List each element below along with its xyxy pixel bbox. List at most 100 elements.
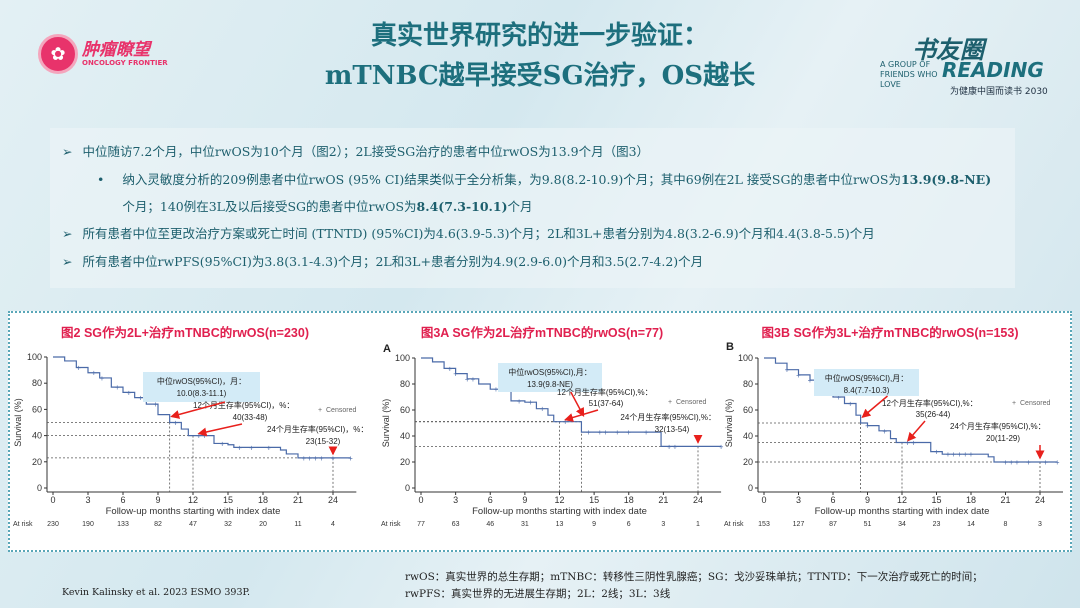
at-risk-value: 11 (294, 521, 301, 528)
title-line-2: mTNBC越早接受SG治疗，OS越长 (324, 61, 756, 91)
bullet-item: ➢ 所有患者中位rwPFS(95%CI)为3.8(3.1-4.3)个月；2L和3L… (62, 248, 1003, 276)
month24-value: 32(13-54) (655, 425, 690, 434)
censored-mark: + (1055, 458, 1060, 467)
x-axis-label: Follow-up months starting with index dat… (472, 506, 647, 517)
chart-title: 图3A SG作为2L治疗mTNBC的rwOS(n=77) (421, 325, 663, 340)
censored-mark: + (220, 439, 225, 448)
at-risk-label: At risk (13, 521, 33, 528)
censored-mark: + (882, 427, 887, 436)
bullet-text: 中位随访7.2个月，中位rwOS为10个月（图2）；2L接受SG治疗的患者中位r… (82, 144, 650, 159)
legend-censored-marker: + (318, 407, 322, 414)
at-risk-value: 3 (661, 521, 665, 528)
x-tick-label: 6 (120, 495, 125, 505)
at-risk-value: 32 (224, 521, 232, 528)
month24-label: 24个月生存率(95%CI),%： (620, 412, 716, 422)
censored-mark: + (307, 454, 312, 463)
median-annotation-box (498, 363, 602, 392)
censored-mark: + (301, 454, 306, 463)
text-part: 个月；140例在3L及以后接受SG的患者中位rwOS为 (122, 199, 417, 214)
at-risk-value: 230 (47, 521, 59, 528)
censored-mark: + (644, 428, 649, 437)
abbr-line-1: rwOS：真实世界的总生存期；mTNBC：转移性三阴性乳腺癌；SG：戈沙妥珠单抗… (405, 571, 983, 583)
censored-mark: + (153, 400, 158, 409)
x-axis-label: Follow-up months starting with index dat… (815, 506, 990, 517)
censored-mark: + (115, 383, 120, 392)
month12-value: 35(26-44) (916, 410, 951, 419)
censored-mark: + (848, 400, 853, 409)
censored-mark: + (138, 394, 143, 403)
x-tick-label: 12 (188, 495, 198, 505)
median-arrow (170, 401, 226, 419)
bullet-item: ➢ 所有患者中位至更改治疗方案或死亡时间 (TTNTD) (95%CI)为4.6(… (62, 220, 1003, 248)
censored-mark: + (249, 443, 254, 452)
censored-mark: + (785, 366, 790, 375)
title-line-1: 真实世界研究的进一步验证： (370, 21, 709, 51)
median-arrow (861, 395, 888, 418)
x-tick-label: 6 (488, 495, 493, 505)
reading-logo-en: READING (942, 58, 1044, 82)
sub-bullet-item: • 纳入灵敏度分析的209例患者中位rwOS (95% CI)结果类似于全分析集，… (62, 166, 1003, 220)
x-tick-label: 12 (554, 495, 564, 505)
month24-label: 24个月生存率(95%CI),%： (950, 421, 1046, 431)
x-tick-label: 15 (223, 495, 233, 505)
at-risk-value: 133 (117, 521, 129, 528)
month12-arrow (907, 420, 926, 442)
censored-mark: + (963, 450, 968, 459)
reading-logo-slogan: 为健康中国而读书 2030 (950, 87, 1048, 97)
month12-arrow (564, 409, 599, 422)
at-risk-value: 20 (259, 521, 267, 528)
x-tick-label: 3 (453, 495, 458, 505)
median-label: 中位rwOS(95%CI)，月： (157, 376, 246, 386)
censored-mark: + (540, 405, 545, 414)
y-tick-label: 60 (32, 404, 42, 414)
at-risk-value: 8 (1004, 521, 1008, 528)
y-tick-label: 100 (738, 353, 753, 363)
censored-mark: + (100, 374, 105, 383)
at-risk-value: 9 (592, 521, 596, 528)
bullet-text: 纳入灵敏度分析的209例患者中位rwOS (95% CI)结果类似于全分析集，为… (122, 166, 1003, 220)
censored-mark: + (969, 450, 974, 459)
y-tick-label: 40 (743, 431, 753, 441)
median-label: 中位rwOS(95%CI),月： (508, 367, 592, 377)
month24-value: 23(15-32) (306, 437, 341, 446)
x-tick-label: 9 (865, 495, 870, 505)
text-bold: 8.4(7.3-10.1) (416, 199, 508, 214)
y-tick-label: 60 (400, 405, 410, 415)
y-tick-label: 20 (400, 457, 410, 467)
censored-mark: + (237, 443, 242, 452)
at-risk-label: At risk (381, 521, 401, 528)
y-tick-label: 80 (400, 379, 410, 389)
page-title: 真实世界研究的进一步验证： mTNBC越早接受SG治疗，OS越长 (0, 16, 1080, 96)
censored-mark: + (76, 363, 81, 372)
censored-mark: + (946, 450, 951, 459)
x-tick-label: 21 (658, 495, 668, 505)
median-annotation-box (143, 372, 260, 402)
at-risk-value: 87 (829, 521, 837, 528)
censored-mark: + (673, 442, 678, 451)
at-risk-value: 77 (417, 521, 425, 528)
censored-mark: + (719, 442, 724, 451)
censored-mark: + (517, 397, 522, 406)
y-tick-label: 40 (32, 431, 42, 441)
oncology-frontier-logo: ✿ 肿瘤瞭望 ONCOLOGY FRONTIER (38, 30, 178, 78)
censored-mark: + (319, 454, 324, 463)
median-label: 中位rwOS(95%CI),月： (825, 373, 909, 383)
at-risk-value: 82 (154, 521, 162, 528)
censored-mark: + (667, 442, 672, 451)
censored-mark: + (598, 428, 603, 437)
censored-mark: + (331, 454, 336, 463)
chevron-right-icon: ➢ (62, 226, 73, 241)
censored-mark: + (615, 428, 620, 437)
x-tick-label: 21 (1000, 495, 1010, 505)
reading-logo-tag: A GROUP OF FRIENDS WHO LOVE (880, 60, 938, 89)
summary-bullets: ➢ 中位随访7.2个月，中位rwOS为10个月（图2）；2L接受SG治疗的患者中位… (50, 128, 1015, 288)
censored-mark: + (528, 398, 533, 407)
x-tick-label: 18 (258, 495, 268, 505)
legend-censored-marker: + (1012, 400, 1016, 407)
censored-mark: + (173, 419, 178, 428)
month12-value: 51(37-64) (589, 399, 624, 408)
month24-value: 20(11-29) (986, 434, 1020, 443)
y-tick-label: 0 (405, 483, 410, 493)
median-arrow (570, 391, 585, 418)
censored-mark: + (796, 371, 801, 380)
